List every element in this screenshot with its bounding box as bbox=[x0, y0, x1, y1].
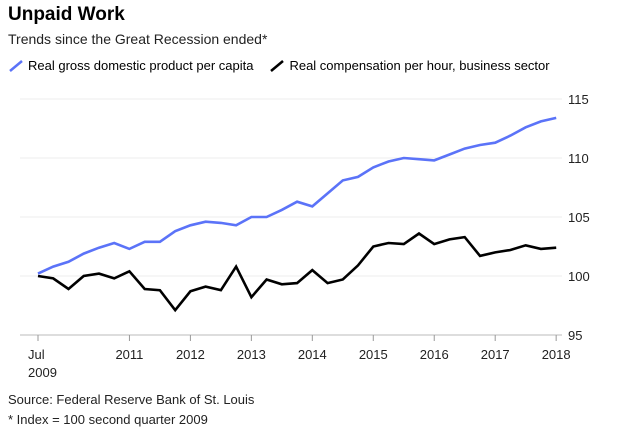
legend: Real gross domestic product per capita R… bbox=[8, 58, 550, 73]
series-line-gdp bbox=[37, 116, 557, 275]
x-tick-label: 2012 bbox=[176, 347, 205, 362]
x-tick-sublabel: 2009 bbox=[28, 365, 57, 380]
y-tick-label: 105 bbox=[568, 210, 590, 225]
x-tick-label: 2018 bbox=[542, 347, 571, 362]
y-tick-label: 115 bbox=[568, 92, 589, 107]
chart-title: Unpaid Work bbox=[8, 4, 125, 25]
legend-swatch-gdp bbox=[9, 59, 23, 72]
y-tick-label: 95 bbox=[568, 328, 582, 343]
series-line-compensation bbox=[37, 231, 557, 313]
legend-item-compensation: Real compensation per hour, business sec… bbox=[269, 58, 550, 73]
x-tick-label: Jul bbox=[28, 347, 45, 362]
chart-subtitle: Trends since the Great Recession ended* bbox=[8, 31, 268, 47]
footnote: * Index = 100 second quarter 2009 bbox=[8, 412, 208, 427]
y-tick-label: 110 bbox=[568, 151, 589, 166]
x-tick-label: 2014 bbox=[298, 347, 327, 362]
legend-swatch-compensation bbox=[270, 59, 285, 72]
x-tick-label: 2011 bbox=[115, 347, 143, 362]
legend-label: Real compensation per hour, business sec… bbox=[289, 58, 550, 73]
x-tick-label: 2013 bbox=[237, 347, 266, 362]
x-tick-label: 2015 bbox=[359, 347, 388, 362]
source-note: Source: Federal Reserve Bank of St. Loui… bbox=[8, 392, 255, 407]
x-tick-label: 2017 bbox=[481, 347, 510, 362]
legend-label: Real gross domestic product per capita bbox=[28, 58, 254, 73]
x-tick-label: 2016 bbox=[420, 347, 449, 362]
y-tick-label: 100 bbox=[568, 269, 590, 284]
legend-item-gdp: Real gross domestic product per capita bbox=[8, 58, 253, 73]
